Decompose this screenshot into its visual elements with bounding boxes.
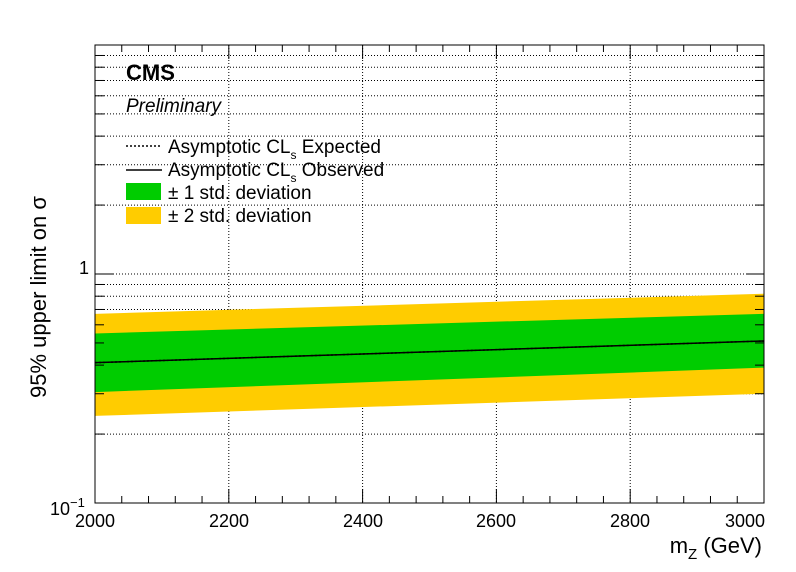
x-tick-label: 2600 — [476, 511, 516, 531]
limit-lines — [94, 340, 765, 364]
x-tick-label: 2000 — [75, 511, 115, 531]
legend-expected-pre: Asymptotic CL — [168, 137, 290, 158]
legend-expected-sub: s — [290, 148, 296, 162]
legend-2-sigma-label: ± 2 std. deviation — [168, 206, 312, 227]
y-tick-exponent: −1 — [70, 495, 85, 510]
bands — [95, 293, 764, 416]
legend-observed-label: Asymptotic CLs Observed — [168, 160, 384, 185]
x-axis-title-sub: Z — [688, 546, 697, 563]
legend-observed-post: Observed — [296, 160, 384, 181]
x-axis-title-unit: (GeV) — [697, 533, 762, 558]
legend-1-sigma-swatch — [126, 183, 161, 200]
y-tick-label-tenth: 10−1 — [50, 495, 85, 519]
x-axis-title-main: m — [670, 533, 688, 558]
legend: Asymptotic CLs Expected Asymptotic CLs O… — [126, 137, 384, 227]
x-tick-label: 3000 — [725, 511, 765, 531]
y-tick-labels: 1 10−1 — [50, 258, 89, 519]
legend-1-sigma-label: ± 1 std. deviation — [168, 183, 312, 204]
legend-2-sigma-swatch — [126, 207, 161, 224]
band-1-sigma — [95, 313, 764, 393]
y-tick-base: 10 — [50, 499, 70, 519]
observed-limit-line — [94, 340, 765, 364]
y-axis-title: 95% upper limit on σ — [26, 196, 51, 398]
x-tick-label: 2800 — [610, 511, 650, 531]
preliminary-label: Preliminary — [126, 96, 223, 117]
x-tick-labels: 2000 2200 2400 2600 2800 3000 — [75, 511, 765, 531]
axis-ticks — [94, 45, 765, 504]
x-tick-label: 2200 — [209, 511, 249, 531]
x-axis-title: mZ (GeV) — [670, 533, 762, 563]
legend-observed-pre: Asymptotic CL — [168, 160, 290, 181]
y-tick-label-one: 1 — [79, 258, 89, 278]
x-tick-label: 2400 — [343, 511, 383, 531]
legend-observed-sub: s — [290, 171, 296, 185]
legend-expected-post: Expected — [296, 137, 381, 158]
legend-expected-label: Asymptotic CLs Expected — [168, 137, 381, 162]
cms-label: CMS — [126, 60, 175, 85]
